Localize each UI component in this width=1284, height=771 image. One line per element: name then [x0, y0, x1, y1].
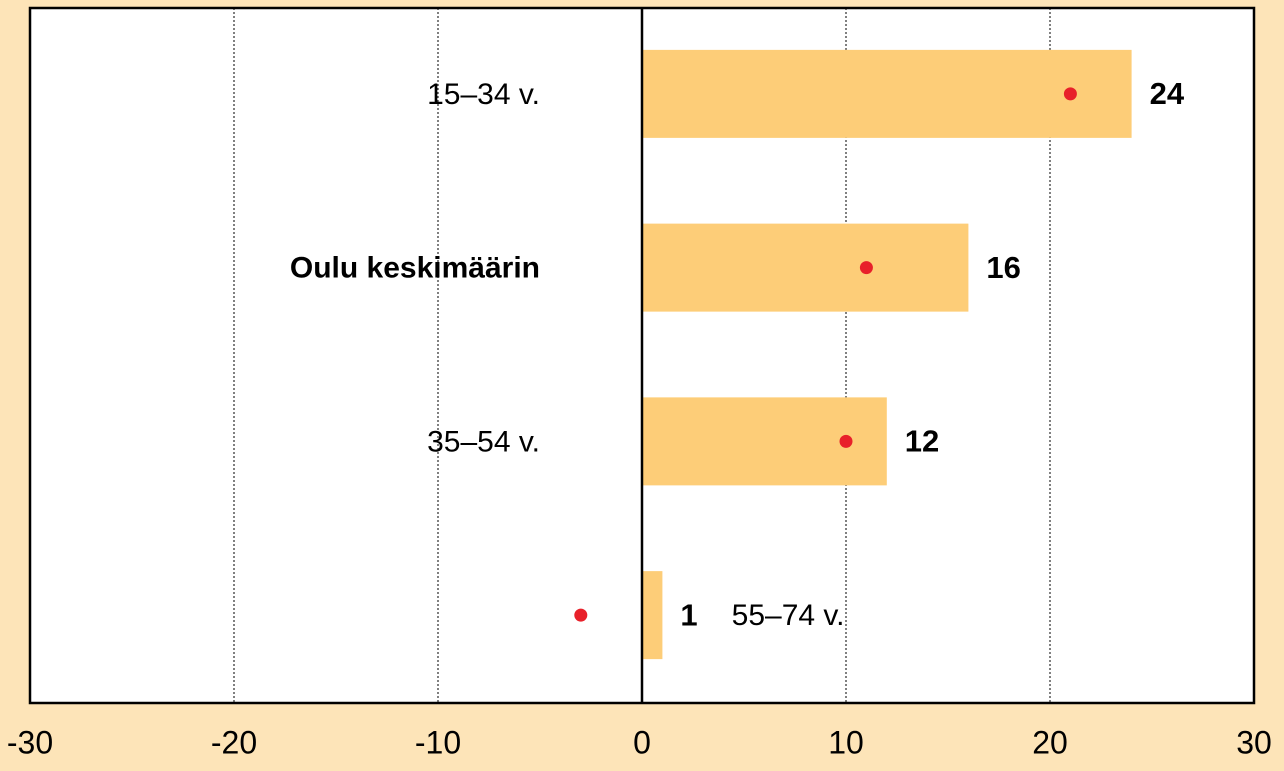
category-label: 35–54 v.	[427, 425, 540, 458]
dot	[859, 261, 873, 275]
category-label: 55–74 v.	[732, 599, 845, 632]
category-label: Oulu keskimäärin	[290, 252, 540, 285]
value-label: 1	[680, 597, 697, 632]
value-label: 24	[1150, 76, 1185, 111]
bar	[642, 223, 969, 312]
category-label: 15–34 v.	[427, 78, 540, 111]
dot	[1063, 87, 1077, 101]
x-tick-label: -20	[211, 724, 257, 760]
x-tick-label: -10	[415, 724, 461, 760]
dot	[839, 434, 853, 448]
x-tick-label: 10	[828, 724, 864, 760]
value-label: 16	[986, 250, 1020, 285]
x-tick-label: 0	[633, 724, 651, 760]
x-tick-label: -30	[7, 724, 53, 760]
bar	[642, 571, 663, 660]
plot-border	[28, 6, 1256, 705]
value-label: 12	[905, 424, 939, 459]
x-tick-label: 20	[1032, 724, 1068, 760]
dot	[574, 608, 588, 622]
x-tick-label: 30	[1236, 724, 1272, 760]
bar	[642, 49, 1132, 138]
